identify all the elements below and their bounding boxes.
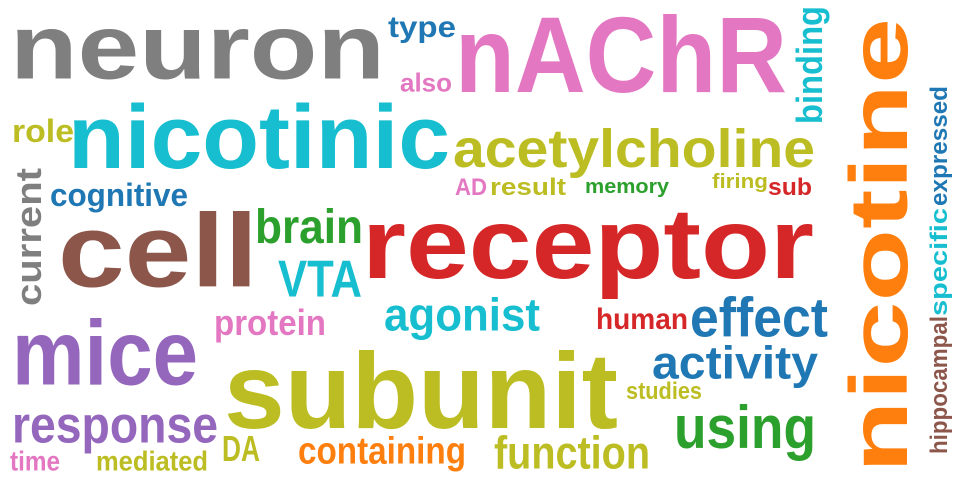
word-activity: activity	[652, 336, 818, 389]
word-time: time	[10, 446, 60, 478]
word-nicotinic: nicotinic	[68, 86, 450, 187]
word-ad: AD	[455, 174, 487, 202]
word-acetylcholine: acetylcholine	[453, 117, 815, 179]
word-binding: binding	[790, 6, 831, 125]
word-hippocampal: hippocampal	[926, 316, 954, 454]
word-result: result	[490, 174, 566, 202]
word-da: DA	[222, 429, 260, 470]
word-human: human	[596, 301, 688, 336]
word-specific: specific	[926, 208, 954, 316]
word-role: role	[12, 113, 74, 150]
word-vta: VTA	[278, 250, 362, 309]
word-mediated: mediated	[96, 446, 208, 478]
word-nicotine: nicotine	[833, 18, 925, 474]
word-studies: studies	[626, 378, 702, 406]
word-response: response	[12, 396, 218, 455]
word-agonist: agonist	[384, 288, 540, 341]
word-function: function	[494, 426, 650, 479]
word-type: type	[388, 9, 456, 44]
word-containing: containing	[298, 429, 466, 473]
word-nachr: nAChR	[455, 0, 787, 116]
word-sub: sub	[768, 174, 812, 202]
word-expressed: expressed	[926, 86, 954, 206]
word-also: also	[400, 68, 452, 98]
word-subunit: subunit	[224, 331, 618, 452]
word-memory: memory	[585, 175, 669, 198]
word-current: current	[9, 168, 50, 306]
word-using: using	[674, 394, 816, 462]
word-firing: firing	[712, 170, 768, 193]
word-effect: effect	[690, 286, 828, 350]
word-brain: brain	[255, 200, 363, 255]
word-mice: mice	[12, 302, 198, 405]
word-neuron: neuron	[10, 0, 385, 99]
word-cognitive: cognitive	[50, 177, 188, 214]
word-cell: cell	[58, 193, 258, 310]
word-protein: protein	[214, 303, 326, 344]
word-receptor: receptor	[362, 188, 814, 300]
